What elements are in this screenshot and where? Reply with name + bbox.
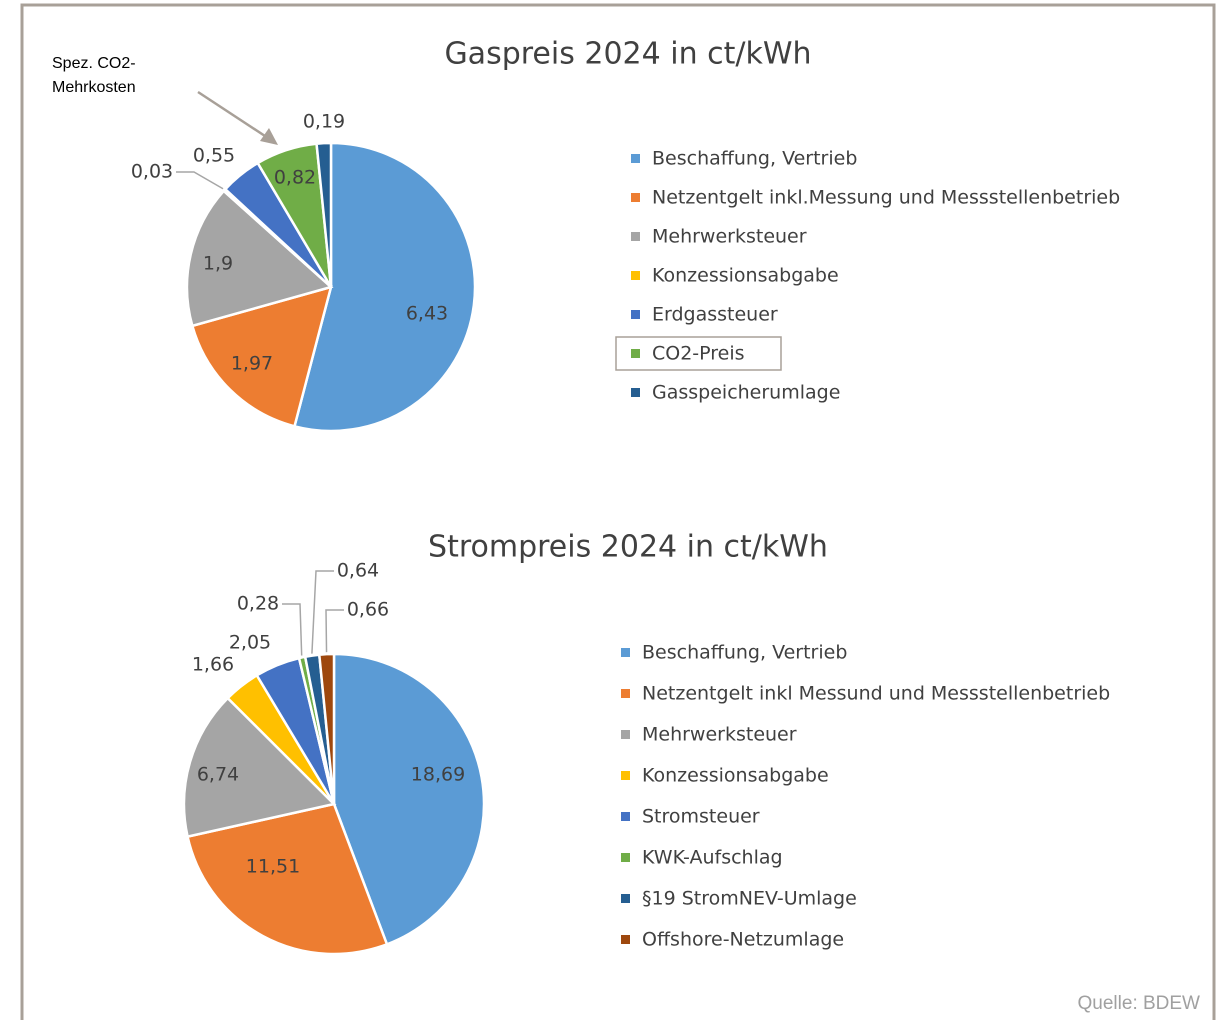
pie-slice — [190, 285, 333, 428]
legend-label: CO2-Preis — [652, 343, 745, 365]
legend-swatch — [631, 349, 640, 358]
legend-swatch — [621, 812, 630, 821]
pie-slice — [182, 696, 337, 839]
legend-label: Konzessionsabgabe — [642, 765, 829, 787]
legend-swatch — [631, 193, 640, 202]
data-label: 0,19 — [303, 111, 345, 133]
legend-label: KWK-Aufschlag — [642, 847, 783, 869]
data-label: 0,64 — [337, 560, 379, 582]
data-label: 0,28 — [237, 593, 279, 615]
data-label: 6,74 — [197, 764, 239, 786]
legend-label: Mehrwerksteuer — [642, 724, 797, 746]
data-label: 18,69 — [411, 764, 465, 786]
legend-swatch — [621, 771, 630, 780]
legend-swatch — [631, 310, 640, 319]
legend-highlight — [615, 336, 782, 371]
pie-slice — [185, 189, 334, 328]
arrow-head — [260, 128, 278, 145]
data-label: 1,66 — [192, 654, 234, 676]
legend-label: Netzentgelt inkl Messund und Messstellen… — [642, 683, 1110, 705]
annotation-arrow — [197, 90, 269, 140]
data-label: 0,82 — [274, 167, 316, 189]
legend-swatch — [621, 689, 630, 698]
legend-swatch — [621, 894, 630, 903]
pie-slice — [186, 802, 389, 956]
legend-label: Beschaffung, Vertrieb — [642, 642, 847, 664]
data-label: 11,51 — [246, 856, 300, 878]
leader-line — [176, 171, 224, 190]
legend-label: Beschaffung, Vertrieb — [652, 148, 857, 170]
data-label: 1,97 — [231, 353, 273, 375]
legend-label: Offshore-Netzumlage — [642, 929, 844, 951]
leader-line — [282, 603, 303, 656]
annotation: Mehrkosten — [52, 79, 136, 96]
data-label: 0,55 — [193, 145, 235, 167]
legend-label: Konzessionsabgabe — [652, 265, 839, 287]
legend-label: Stromsteuer — [642, 806, 760, 828]
data-label: 0,03 — [131, 161, 173, 183]
pie-slice — [292, 141, 477, 433]
legend-swatch — [621, 935, 630, 944]
annotation: Spez. CO2- — [52, 55, 136, 72]
data-label: 6,43 — [406, 303, 448, 325]
chart-title: Strompreis 2024 in ct/kWh — [428, 530, 828, 565]
legend-swatch — [621, 853, 630, 862]
data-label: 1,9 — [203, 253, 233, 275]
data-label: 0,66 — [347, 599, 389, 621]
source: Quelle: BDEW — [1078, 993, 1201, 1014]
pie-slice — [315, 141, 333, 288]
leader-line — [311, 570, 334, 654]
pie-slice — [332, 652, 486, 946]
legend-label: Mehrwerksteuer — [652, 226, 807, 248]
legend-swatch — [631, 154, 640, 163]
legend-swatch — [621, 730, 630, 739]
legend-swatch — [631, 388, 640, 397]
legend-label: §19 StromNEV-Umlage — [642, 888, 857, 910]
legend-label: Gasspeicherumlage — [652, 382, 840, 404]
chart-title: Gaspreis 2024 in ct/kWh — [444, 37, 811, 72]
legend-label: Netzentgelt inkl.Messung und Messstellen… — [652, 187, 1120, 209]
pie-slice — [317, 652, 336, 805]
leader-line — [325, 609, 344, 653]
legend-swatch — [621, 648, 630, 657]
legend-swatch — [631, 271, 640, 280]
data-label: 2,05 — [229, 632, 271, 654]
legend-label: Erdgassteuer — [652, 304, 778, 326]
legend-swatch — [631, 232, 640, 241]
